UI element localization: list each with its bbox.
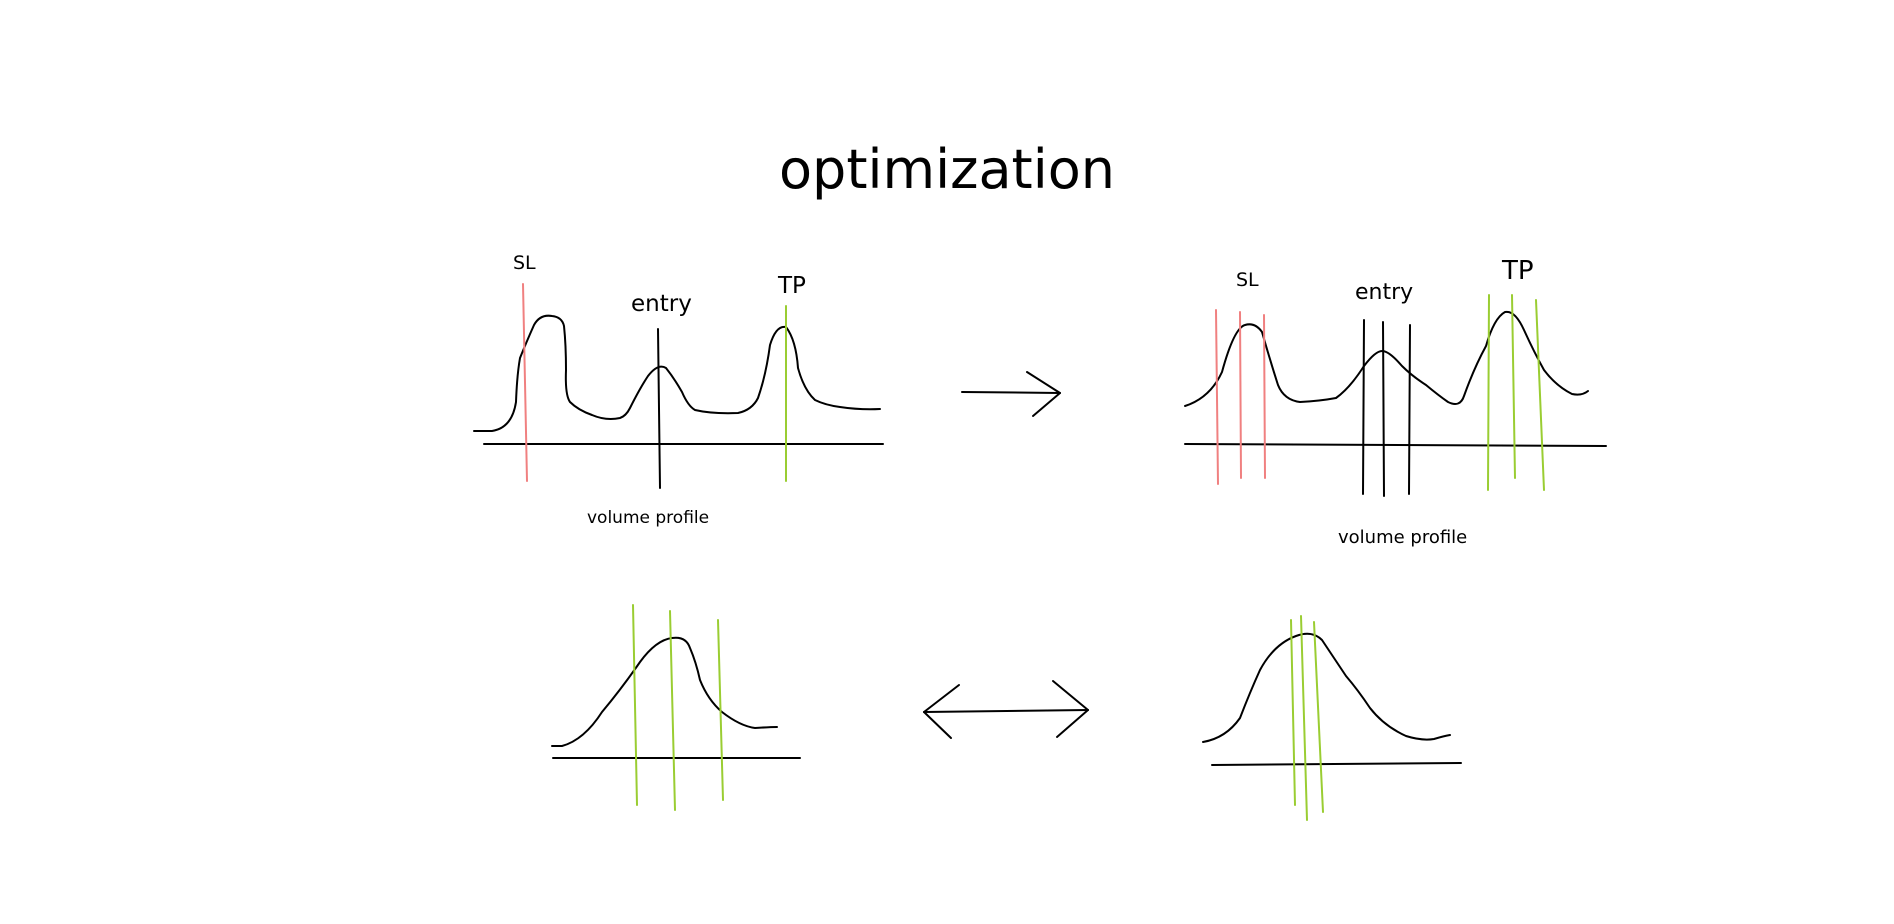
right-arrow-icon: [961, 371, 1061, 417]
before-entry-line: [657, 328, 661, 489]
after-entry-label: entry: [1355, 280, 1414, 305]
narrow-bell-diagram: [1202, 615, 1462, 821]
wide-bell-diagram: [551, 604, 801, 811]
before-tp-label: TP: [778, 273, 806, 299]
after-volume-curve: [1184, 310, 1589, 407]
after-entry-line-3: [1408, 324, 1411, 495]
after-entry-line-1: [1362, 319, 1365, 495]
narrow-bell-line-2: [1300, 615, 1308, 821]
after-tp-line-3: [1535, 299, 1545, 491]
wide-bell-line-1: [632, 604, 638, 806]
wide-bell-line-3: [717, 619, 724, 801]
after-sl-label: SL: [1236, 269, 1259, 291]
after-tp-line-1: [1487, 294, 1490, 491]
after-tp-label: TP: [1502, 256, 1534, 286]
before-sl-label: SL: [513, 252, 536, 274]
before-entry-label: entry: [631, 291, 692, 317]
narrow-bell-line-3: [1313, 621, 1324, 813]
after-sl-line-3: [1263, 314, 1266, 479]
narrow-bell-baseline: [1211, 762, 1462, 766]
after-diagram: [1184, 294, 1607, 497]
after-baseline: [1184, 443, 1607, 447]
wide-bell-curve: [551, 636, 778, 747]
wide-bell-line-2: [669, 610, 676, 811]
page-title: optimization: [779, 138, 1115, 201]
after-caption: volume profile: [1338, 527, 1468, 548]
narrow-bell-curve: [1202, 632, 1451, 743]
before-sl-line: [522, 283, 528, 482]
before-diagram: [473, 283, 884, 489]
after-sl-line-2: [1239, 311, 1242, 479]
before-caption: volume profile: [587, 508, 710, 528]
narrow-bell-line-1: [1290, 619, 1296, 806]
double-arrow-icon: [923, 680, 1089, 739]
after-entry-line-2: [1382, 321, 1385, 497]
after-sl-line-1: [1215, 309, 1219, 485]
before-volume-curve: [473, 314, 881, 432]
after-tp-line-2: [1511, 294, 1516, 479]
